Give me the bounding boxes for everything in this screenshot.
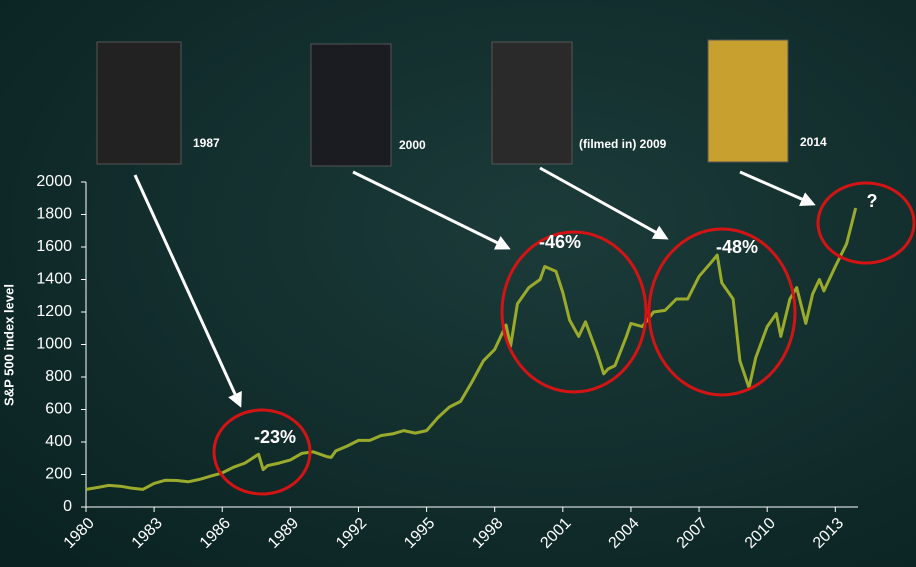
poster-caption: (filmed in) 2009: [579, 137, 667, 151]
arrow: [539, 166, 669, 240]
y-tick-label: 1000: [36, 336, 72, 353]
y-tick-label: 800: [45, 368, 72, 385]
y-tick-label: 2000: [36, 173, 72, 190]
poster: [707, 39, 789, 163]
y-tick-label: 1400: [36, 271, 72, 288]
arrow: [133, 174, 242, 408]
highlight-circle: [816, 181, 916, 265]
poster-caption: 2014: [800, 135, 827, 149]
y-tick-label: 0: [63, 498, 72, 515]
poster-caption: 1987: [193, 136, 220, 150]
poster: [96, 41, 182, 165]
line-series: [85, 207, 858, 491]
highlight-circle: [647, 227, 797, 397]
y-tick-label: 400: [45, 433, 72, 450]
poster: [310, 43, 392, 167]
y-tick-label: 1600: [36, 238, 72, 255]
y-tick-label: 1800: [36, 206, 72, 223]
annotation: -23%: [254, 427, 296, 447]
highlight-circles: [212, 181, 916, 496]
annotation: -46%: [539, 232, 581, 252]
posters: [96, 39, 789, 167]
arrow: [739, 170, 816, 207]
y-tick-label: 1200: [36, 303, 72, 320]
y-tick-label: 600: [45, 401, 72, 418]
arrow: [352, 170, 511, 250]
y-tick-label: 200: [45, 466, 72, 483]
annotation: ?: [867, 191, 878, 211]
highlight-circle: [212, 408, 312, 496]
highlight-circle: [500, 230, 648, 394]
poster-caption: 2000: [399, 138, 426, 152]
arrows: [133, 166, 816, 408]
y-axis-label: S&P 500 index level: [1, 284, 16, 406]
annotation: -48%: [716, 237, 758, 257]
poster: [491, 41, 573, 165]
